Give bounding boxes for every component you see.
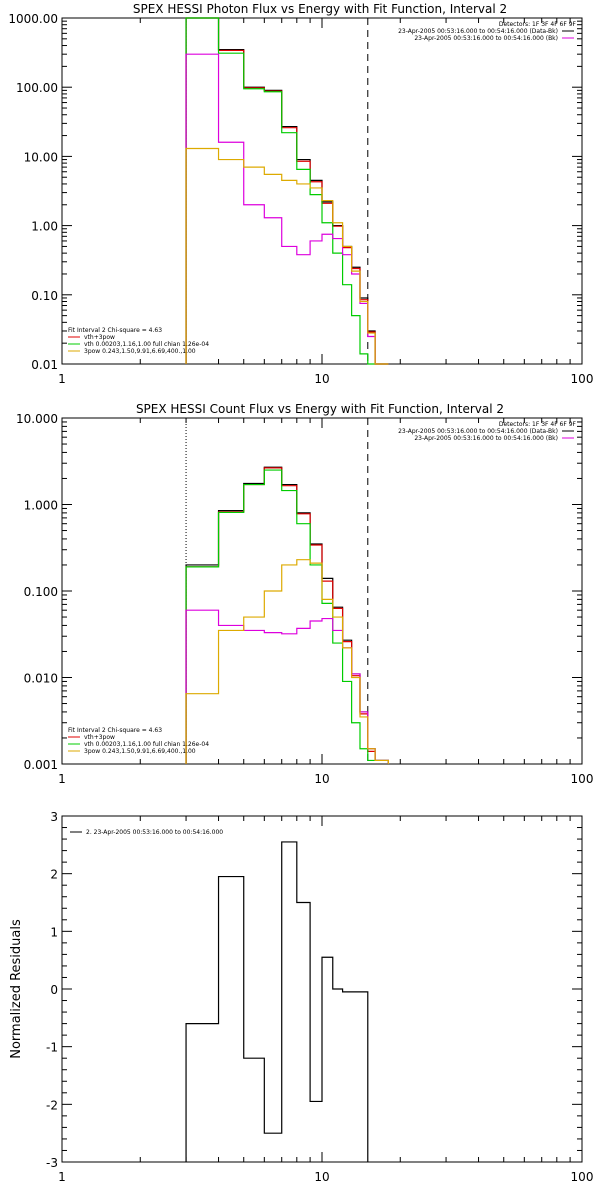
series-4-line [185, 147, 389, 365]
y-tick-label: -1 [46, 1041, 58, 1055]
x-tick-label: 1 [58, 772, 66, 786]
legend-item-0: 2. 23-Apr-2005 00:53:16.000 to 00:54:16.… [86, 829, 223, 836]
series-0-line [185, 17, 389, 365]
y-tick-label: 0.01 [31, 358, 58, 372]
series-0-line [185, 466, 389, 764]
legend-fit-item-1: vth 0.00203,1.16,1.00 full chian 1.26e-0… [84, 341, 209, 348]
legend-fit-header: Fit Interval 2 Chi-square = 4.63 [68, 327, 162, 334]
series-2-line [185, 17, 389, 365]
photon-flux-fit-range-lines [185, 18, 369, 364]
x-tick-label: 100 [571, 772, 594, 786]
y-tick-label: 10.000 [16, 412, 58, 426]
x-tick-label: 1 [58, 372, 66, 386]
legend-fit-item-0: vth+3pow [84, 334, 115, 341]
y-tick-label: 0 [50, 983, 58, 997]
photon-flux-axes: 1 10 100 0.01 0.10 1.00 10.00 100.00 1000.00 [8, 12, 593, 386]
residuals-ylabel: Normalized Residuals [9, 919, 24, 1059]
y-tick-label: 100.00 [16, 81, 58, 95]
legend-detectors: Detectors: 1F 3F 4F 6F 9F [499, 21, 577, 28]
residuals-axes: 1 10 100 -3 -2 -1 0 1 2 3 [46, 810, 593, 1184]
legend-top-item-1: 23-Apr-2005 00:53:16.000 to 00:54:16.000… [414, 35, 558, 42]
series-4-line [185, 559, 389, 764]
count-flux-legend-bottom: Fit Interval 2 Chi-square = 4.63vth+3pow… [68, 727, 209, 755]
legend-fit-item-2: 3pow 0.243,1.50,9.91,6.69,400.,1.00 [84, 748, 196, 755]
legend-top-item-0: 23-Apr-2005 00:53:16.000 to 00:54:16.000… [398, 28, 558, 35]
x-tick-label: 10 [314, 1170, 329, 1184]
series-2-line [185, 469, 389, 764]
series-1-line [185, 17, 389, 365]
legend-fit-item-0: vth+3pow [84, 734, 115, 741]
y-tick-label: 0.001 [24, 758, 58, 772]
x-tick-label: 100 [571, 372, 594, 386]
photon-flux-panel: SPEX HESSI Photon Flux vs Energy with Fi… [8, 2, 593, 386]
residuals-series [185, 841, 369, 1162]
residuals-panel: Normalized Residuals 1 10 100 -3 -2 -1 0 1 2 3 2.… [9, 810, 593, 1184]
count-flux-axes: 1 10 100 0.001 0.010 0.100 1.000 10.000 [16, 412, 593, 786]
series-3-line [185, 609, 389, 764]
y-tick-label: -2 [46, 1098, 58, 1112]
y-tick-label: 1.00 [31, 220, 58, 234]
count-flux-panel: SPEX HESSI Count Flux vs Energy with Fit… [16, 402, 593, 786]
y-tick-label: 2 [50, 868, 58, 882]
legend-fit-item-1: vth 0.00203,1.16,1.00 full chian 1.26e-0… [84, 741, 209, 748]
legend-fit-item-2: 3pow 0.243,1.50,9.91,6.69,400.,1.00 [84, 348, 196, 355]
x-tick-label: 100 [571, 1170, 594, 1184]
series-3-line [185, 53, 389, 365]
x-tick-label: 10 [314, 772, 329, 786]
y-tick-label: 1 [50, 925, 58, 939]
y-tick-label: 0.10 [31, 289, 58, 303]
photon-flux-series [185, 17, 389, 365]
y-tick-label: 0.100 [24, 585, 58, 599]
photon-flux-title: SPEX HESSI Photon Flux vs Energy with Fi… [133, 2, 507, 16]
y-tick-label: -3 [46, 1156, 58, 1170]
series-1-line [185, 467, 389, 764]
photon-flux-legend-bottom: Fit Interval 2 Chi-square = 4.63vth+3pow… [68, 327, 209, 355]
y-tick-label: 3 [50, 810, 58, 824]
count-flux-title: SPEX HESSI Count Flux vs Energy with Fit… [136, 402, 504, 416]
legend-detectors: Detectors: 1F 3F 4F 6F 9F [499, 421, 577, 428]
residuals-legend: 2. 23-Apr-2005 00:53:16.000 to 00:54:16.… [70, 829, 223, 836]
y-tick-label: 1000.00 [8, 12, 58, 26]
legend-fit-header: Fit Interval 2 Chi-square = 4.63 [68, 727, 162, 734]
x-tick-label: 1 [58, 1170, 66, 1184]
x-tick-label: 10 [314, 372, 329, 386]
y-tick-label: 1.000 [24, 499, 58, 513]
legend-top-item-1: 23-Apr-2005 00:53:16.000 to 00:54:16.000… [414, 435, 558, 442]
y-tick-label: 10.00 [24, 150, 58, 164]
count-flux-series [185, 466, 389, 764]
legend-top-item-0: 23-Apr-2005 00:53:16.000 to 00:54:16.000… [398, 428, 558, 435]
series-0-line [185, 841, 369, 1162]
y-tick-label: 0.010 [24, 672, 58, 686]
